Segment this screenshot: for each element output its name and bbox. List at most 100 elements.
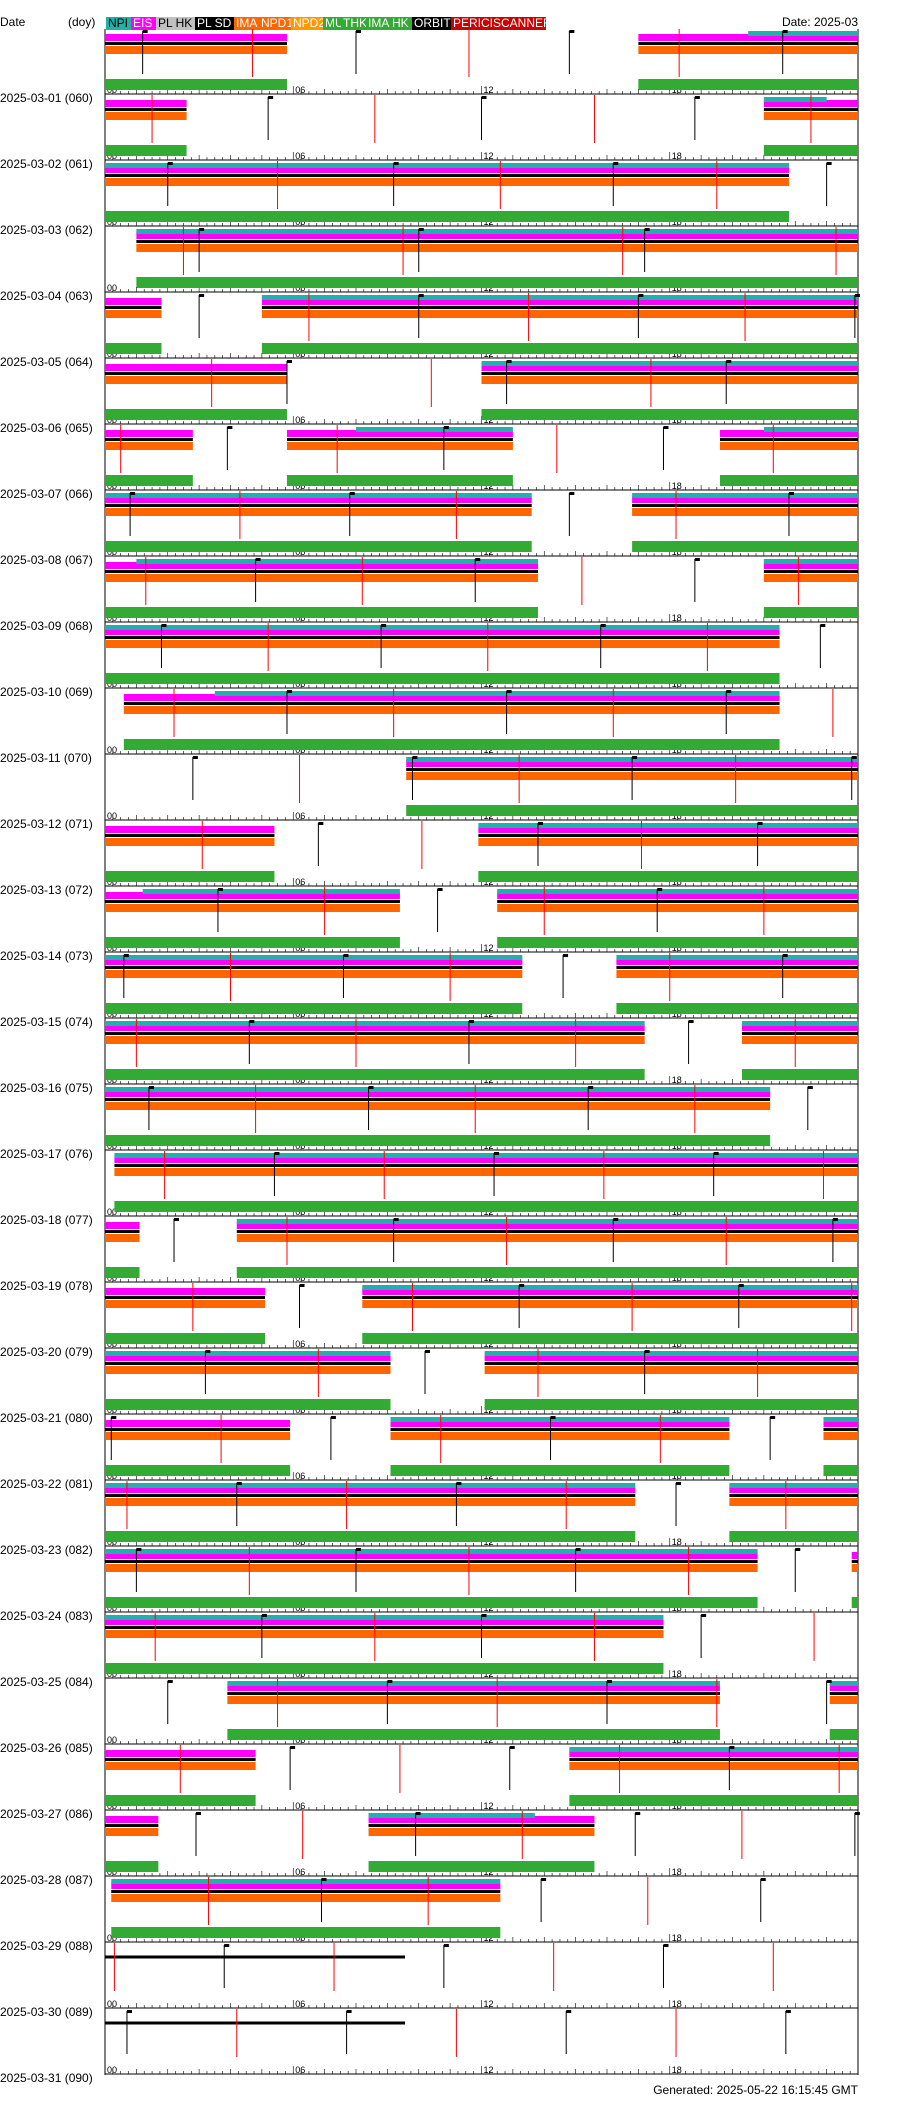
day-label: 2025-03-01 (060): [0, 91, 93, 105]
plsd-bar: [105, 834, 275, 837]
orbit-marker-cap: [167, 1680, 173, 1683]
hk-bar: [105, 1663, 664, 1674]
plsd-bar: [111, 1890, 501, 1893]
eis-bar: [362, 1288, 858, 1295]
npi-bar: [729, 1483, 858, 1488]
npi-bar: [236, 1219, 858, 1224]
npi-bar: [763, 427, 858, 432]
eis-bar: [829, 1684, 858, 1691]
doy-column-header: (doy): [68, 15, 95, 29]
orbit-marker-cap: [346, 2010, 352, 2013]
npi-bar: [105, 625, 780, 630]
orbit-marker-cap: [541, 1878, 547, 1881]
orbit-marker-cap: [356, 30, 361, 33]
hour-tick-label: 00: [107, 1735, 117, 1745]
eis-bar: [105, 496, 532, 503]
ima-bar: [616, 970, 858, 978]
orbit-marker-cap: [550, 1416, 556, 1419]
hk-bar: [105, 1399, 391, 1410]
day-row-090: 00 06 12 18 2025-03-31 (090): [0, 2009, 859, 2085]
eis-bar: [105, 166, 789, 173]
ima-bar: [105, 376, 287, 384]
npi-bar: [214, 691, 780, 696]
orbit-marker-cap: [227, 426, 233, 429]
orbit-marker-cap: [494, 1152, 500, 1155]
day-label: 2025-03-07 (066): [0, 487, 93, 501]
day-label: 2025-03-10 (069): [0, 685, 93, 699]
npi-bar: [356, 427, 513, 432]
orbit-marker-cap: [676, 1482, 682, 1485]
hk-bar: [105, 1465, 291, 1476]
eis-bar: [105, 958, 523, 965]
plsd-bar: [638, 42, 858, 45]
eis-bar: [286, 430, 513, 437]
day-label: 2025-03-22 (081): [0, 1477, 93, 1491]
hour-tick-label: 12: [484, 85, 494, 95]
npi-bar: [763, 97, 827, 102]
hour-tick-label: 06: [295, 1801, 305, 1811]
day-label: 2025-03-13 (072): [0, 883, 93, 897]
npi-bar: [497, 889, 858, 894]
orbit-marker-cap: [506, 690, 512, 693]
day-label: 2025-03-06 (065): [0, 421, 93, 435]
hk-bar: [105, 79, 287, 90]
ima-bar: [478, 838, 858, 846]
orbit-marker-cap: [330, 1416, 336, 1419]
legend-label-2: PL HK: [158, 16, 192, 30]
day-label: 2025-03-09 (068): [0, 619, 93, 633]
eis-bar: [105, 562, 538, 569]
legend-swatch-8: [341, 17, 366, 30]
hk-bar: [105, 1333, 266, 1344]
hk-bar: [105, 1531, 636, 1542]
legend-label-5: NPD1: [261, 16, 293, 30]
orbit-marker-cap: [632, 756, 638, 759]
orbit-marker-cap: [644, 1350, 650, 1353]
legend-swatch-5: [259, 17, 291, 30]
orbit-marker-cap: [387, 1680, 393, 1683]
legend-swatch-1: [131, 17, 156, 30]
hour-tick-label: 06: [295, 877, 305, 887]
eis-bar: [390, 1420, 730, 1427]
plsd-bar: [236, 1230, 858, 1233]
eis-bar: [105, 34, 287, 41]
orbit-marker-cap: [205, 1350, 211, 1353]
npi-bar: [111, 1879, 501, 1884]
npi-bar: [362, 1285, 858, 1290]
orbit-marker-cap: [688, 1020, 694, 1023]
hk-bar: [497, 937, 858, 948]
ima-bar: [105, 1102, 771, 1110]
plsd-bar: [114, 1164, 859, 1167]
ima-bar: [484, 1366, 858, 1374]
ima-bar: [497, 904, 858, 912]
eis-bar: [111, 1882, 501, 1889]
orbit-marker-cap: [788, 492, 794, 495]
orbit-marker-cap: [481, 1614, 487, 1617]
eis-bar: [741, 1024, 858, 1031]
eis-bar: [105, 1024, 645, 1031]
ima-bar: [105, 904, 400, 912]
orbit-marker-cap: [481, 96, 487, 99]
ima-bar: [105, 1234, 140, 1242]
npi-bar: [136, 229, 858, 234]
eis-bar: [569, 1750, 858, 1757]
orbit-marker-cap: [575, 1548, 581, 1551]
ima-bar: [823, 1432, 858, 1440]
orbit-marker-cap: [261, 1614, 267, 1617]
npi-bar: [478, 823, 858, 828]
day-label: 2025-03-21 (080): [0, 1411, 93, 1425]
day-label: 2025-03-26 (085): [0, 1741, 93, 1755]
ima-bar: [829, 1696, 858, 1704]
plsd-bar: [286, 438, 513, 441]
orbit-marker-cap: [509, 1746, 515, 1749]
ima-bar: [105, 1366, 391, 1374]
hour-tick-label: 06: [295, 1471, 305, 1481]
